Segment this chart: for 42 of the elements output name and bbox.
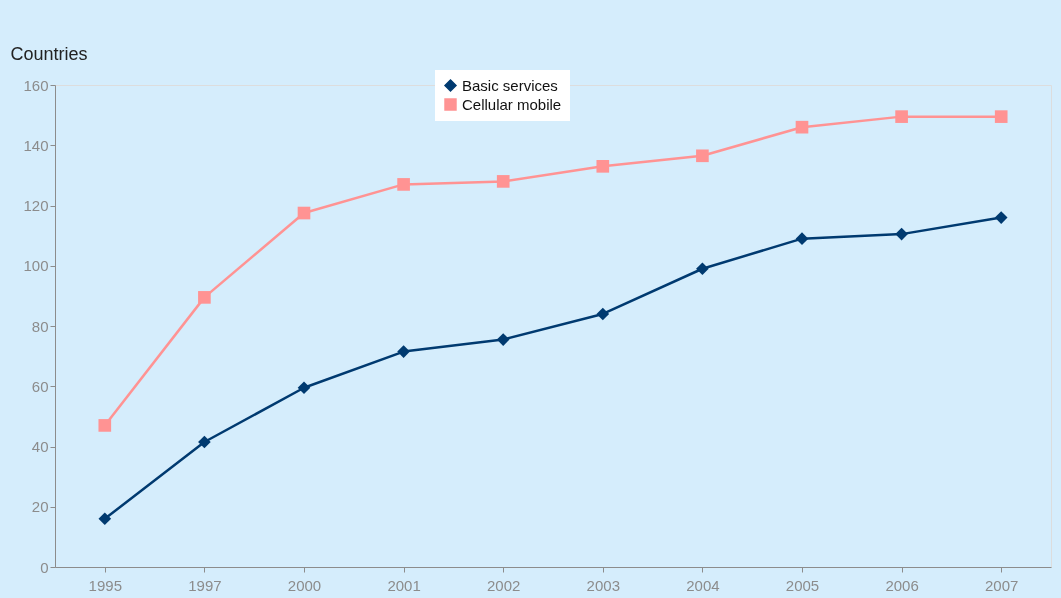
point	[696, 262, 709, 276]
point	[496, 175, 510, 188]
point	[994, 110, 1008, 123]
legend-label: Basic services	[462, 76, 558, 94]
point	[795, 120, 809, 134]
x-tick-label: 2003	[586, 576, 620, 594]
point	[98, 512, 112, 526]
x-tick-label: 2007	[985, 576, 1019, 594]
point	[994, 211, 1008, 224]
x-tick-label: 2005	[785, 576, 820, 594]
point	[198, 435, 211, 449]
y-tick-label: 80	[31, 317, 49, 335]
y-tick-label: 160	[23, 76, 49, 94]
point	[297, 381, 311, 395]
point	[397, 178, 410, 191]
point	[297, 206, 311, 220]
point	[895, 227, 908, 241]
point	[696, 149, 709, 163]
point	[98, 419, 112, 432]
y-tick-label: 140	[23, 136, 49, 154]
x-tick-label: 2000	[287, 576, 322, 594]
x-tick-label: 2006	[885, 576, 919, 594]
point	[795, 232, 809, 245]
x-tick-label: 1997	[188, 576, 222, 594]
y-tick-label: 60	[31, 377, 49, 395]
point	[596, 307, 610, 321]
y-tick-label: 40	[31, 438, 49, 455]
legend-label: Cellular mobile	[462, 95, 562, 113]
y-tick-label: 120	[23, 197, 49, 214]
y-tick-label: 100	[23, 257, 49, 275]
x-tick-label: 2001	[387, 576, 421, 594]
point	[397, 345, 410, 358]
point	[596, 160, 610, 173]
y-axis-title: Countries	[10, 43, 88, 64]
point	[496, 333, 510, 346]
point	[895, 110, 908, 123]
y-tick-label: 0	[40, 558, 49, 576]
y-tick-label: 20	[31, 498, 49, 516]
point	[198, 291, 211, 304]
x-tick-label: 2002	[487, 576, 521, 594]
x-tick-label: 2004	[686, 576, 720, 594]
x-tick-label: 1995	[88, 576, 122, 594]
